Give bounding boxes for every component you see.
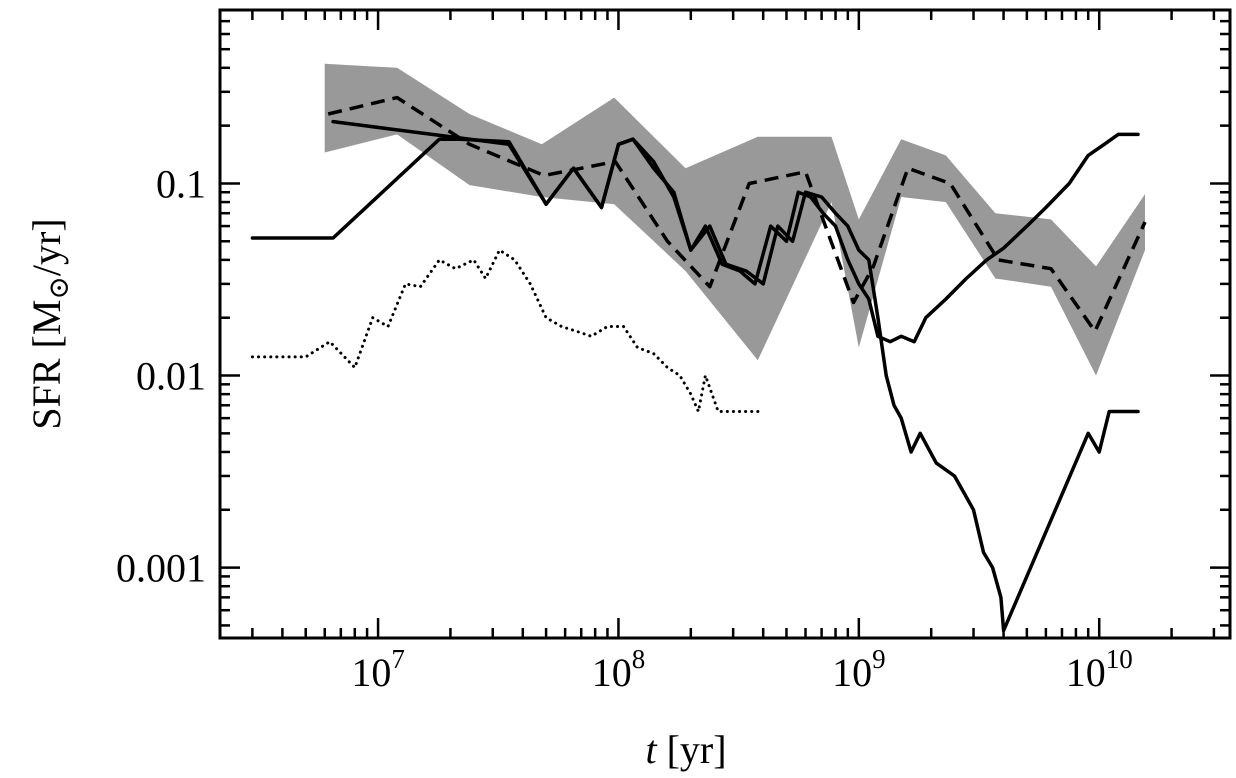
x-tick-label: 108	[592, 644, 646, 695]
y-axis-label-post: /yr]	[24, 218, 69, 276]
series-layer	[250, 95, 1147, 633]
y-axis-label-pre: SFR [M	[24, 300, 69, 430]
x-axis-label: t [yr]	[645, 727, 726, 772]
x-axis-label-unit: [yr]	[657, 727, 727, 772]
x-axis-label-italic: t	[645, 727, 657, 772]
series-dotted-line-3	[250, 248, 765, 413]
y-tick-label: 0.001	[116, 546, 206, 591]
plot-frame	[218, 8, 1232, 640]
series-dashed-line-0	[327, 95, 1147, 334]
x-tick-label: 1010	[1066, 644, 1133, 695]
plot-data-layer	[250, 63, 1147, 633]
y-tick-label: 0.1	[156, 161, 206, 206]
y-tick-label: 0.01	[136, 354, 206, 399]
y-axis-label-sun: ⊙	[44, 276, 75, 299]
x-tick-label: 109	[832, 644, 886, 695]
tick-labels: 107 108 109 1010 0.1 0.01 0.001	[116, 161, 1133, 695]
axis-ticks	[220, 8, 1230, 638]
x-tick-label: 107	[351, 644, 405, 695]
series-solid-line-2	[331, 119, 1140, 633]
y-axis-label: SFR [M⊙/yr]	[24, 218, 75, 429]
